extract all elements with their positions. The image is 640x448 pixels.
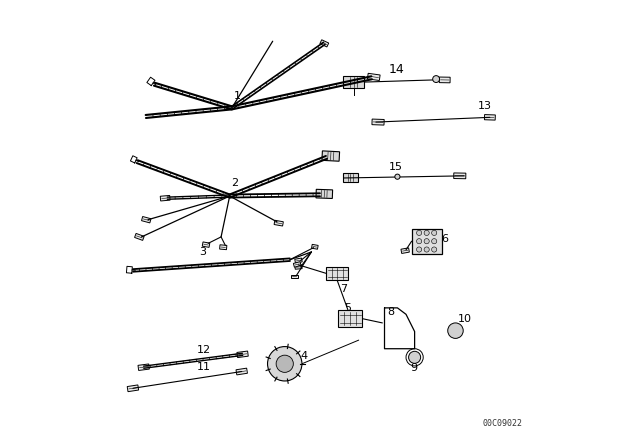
- Bar: [293, 262, 301, 267]
- Text: 15: 15: [389, 162, 403, 172]
- Circle shape: [276, 355, 293, 372]
- Circle shape: [424, 230, 429, 236]
- Bar: [134, 233, 144, 241]
- Bar: [339, 310, 362, 327]
- Bar: [367, 73, 380, 81]
- Text: 8: 8: [388, 307, 395, 317]
- Bar: [160, 195, 170, 201]
- Text: 00C09022: 00C09022: [482, 419, 522, 428]
- Text: 13: 13: [478, 101, 492, 111]
- Text: 11: 11: [196, 362, 211, 372]
- Bar: [274, 220, 284, 226]
- Text: 12: 12: [196, 345, 211, 355]
- Circle shape: [417, 230, 422, 236]
- Text: 3: 3: [198, 247, 205, 257]
- Bar: [141, 216, 151, 223]
- Bar: [343, 77, 364, 88]
- Bar: [312, 244, 318, 249]
- Bar: [202, 242, 210, 247]
- Text: 9: 9: [410, 363, 417, 373]
- Text: 14: 14: [389, 63, 404, 76]
- Bar: [316, 190, 333, 198]
- Bar: [220, 245, 227, 250]
- Bar: [484, 115, 495, 120]
- Circle shape: [424, 239, 429, 244]
- Bar: [372, 119, 384, 125]
- Bar: [342, 173, 358, 182]
- Circle shape: [417, 239, 422, 244]
- Text: 7: 7: [340, 284, 348, 293]
- Circle shape: [417, 247, 422, 252]
- Text: 10: 10: [458, 314, 472, 324]
- Text: 1: 1: [234, 91, 241, 101]
- Circle shape: [395, 174, 400, 179]
- Bar: [295, 265, 302, 269]
- Bar: [326, 267, 348, 280]
- Circle shape: [431, 247, 436, 252]
- Bar: [454, 173, 466, 179]
- Bar: [138, 364, 149, 370]
- Bar: [439, 77, 450, 83]
- Text: 4: 4: [301, 352, 308, 362]
- Bar: [127, 385, 139, 392]
- Circle shape: [268, 347, 302, 381]
- Circle shape: [431, 230, 436, 236]
- Text: 6: 6: [442, 234, 448, 244]
- Circle shape: [424, 247, 429, 252]
- Text: 5: 5: [344, 303, 351, 313]
- Bar: [412, 229, 442, 254]
- Circle shape: [408, 351, 420, 363]
- Circle shape: [433, 76, 440, 82]
- Bar: [236, 368, 248, 375]
- Bar: [401, 248, 410, 254]
- Circle shape: [431, 239, 436, 244]
- Bar: [295, 258, 302, 263]
- Bar: [237, 351, 248, 358]
- Bar: [322, 151, 340, 161]
- Bar: [320, 40, 329, 47]
- Text: 2: 2: [232, 178, 239, 188]
- Circle shape: [448, 323, 463, 338]
- Bar: [291, 275, 298, 278]
